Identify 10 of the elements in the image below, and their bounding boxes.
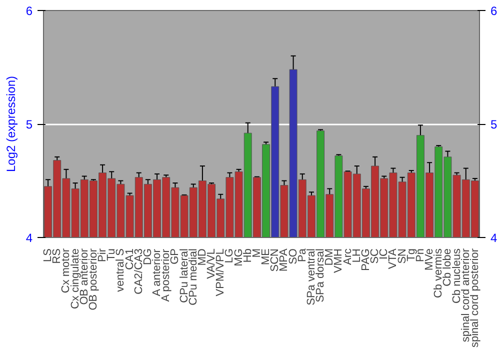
y-tick-label: 4 [26, 231, 33, 245]
x-tick-label: CPu medial [187, 248, 200, 306]
y2-tick-label: 6 [490, 4, 498, 18]
x-tick-label: RS [51, 248, 64, 264]
y-axis-title: Log2 (expression) [4, 76, 18, 172]
x-tick-label: DG [142, 248, 154, 265]
y2-tick-label: 5 [490, 118, 498, 132]
y-tick-label: 6 [26, 4, 33, 18]
y2-tick-label: 4 [490, 231, 498, 245]
y-tick-label: 5 [26, 118, 33, 132]
